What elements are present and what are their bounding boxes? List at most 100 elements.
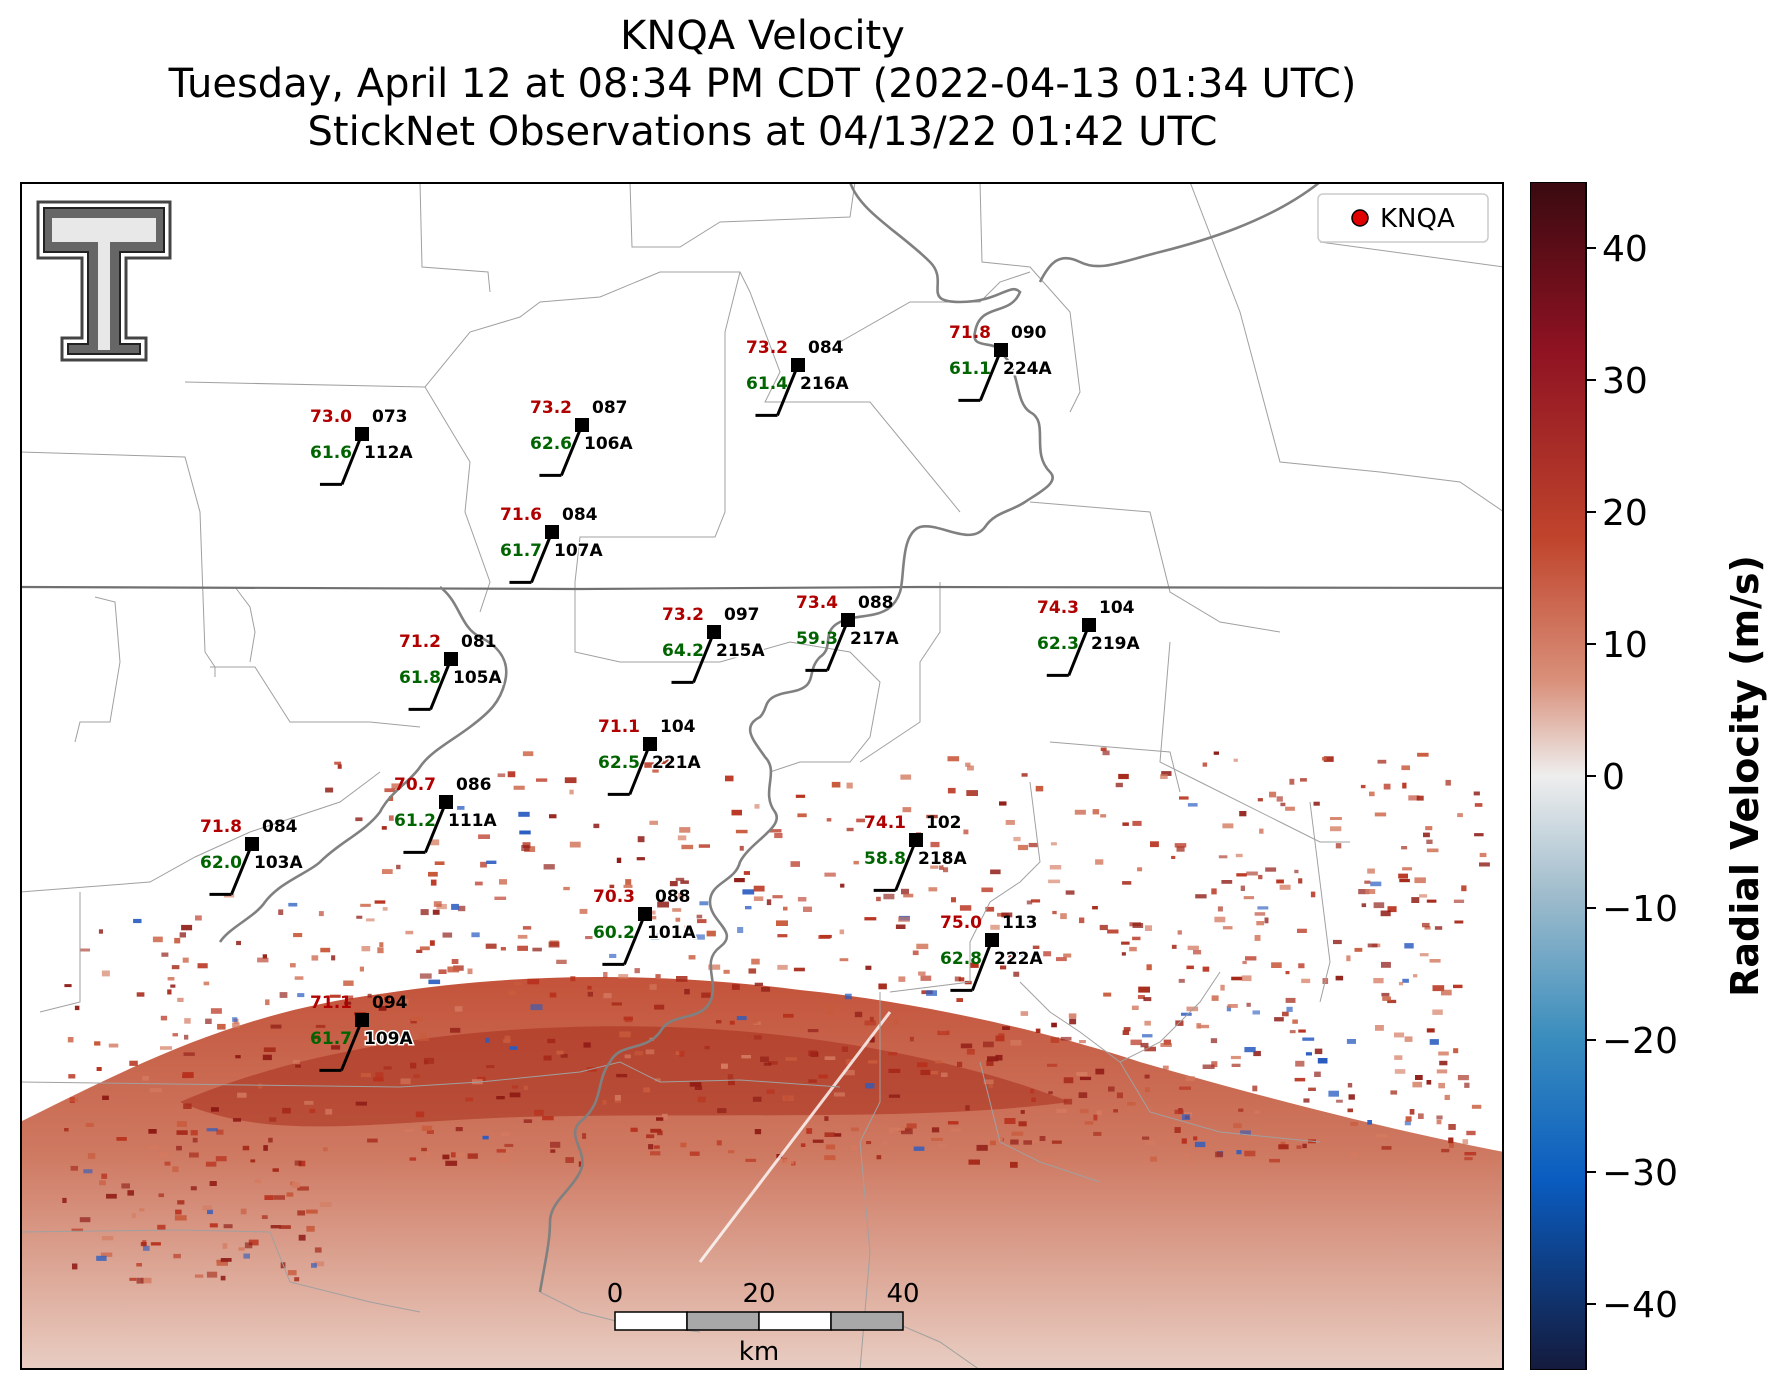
station-dewpoint: 62.8 [940, 949, 982, 969]
station-temp: 70.7 [394, 775, 436, 795]
station-wind-dir: 081 [461, 632, 497, 652]
legend-marker-icon [1351, 209, 1369, 227]
title-line-1: KNQA Velocity [620, 13, 905, 59]
title-line-2: Tuesday, April 12 at 08:34 PM CDT (2022-… [168, 61, 1357, 107]
station-id: 216A [800, 374, 849, 394]
wind-barb-icon [319, 433, 364, 486]
wind-barb-icon [607, 743, 652, 796]
scale-unit: km [739, 1337, 779, 1367]
state-lines [20, 585, 1504, 591]
station-dewpoint: 62.6 [530, 434, 572, 454]
station-temp: 71.8 [949, 323, 991, 343]
wind-barb-icon [950, 939, 994, 992]
station-dewpoint: 61.7 [310, 1029, 352, 1049]
station-215A[interactable]: 73.2 64.2 097 215A [662, 605, 767, 684]
colorbar-tick-label: 40 [1602, 229, 1648, 270]
wind-barb-icon [602, 913, 647, 966]
wind-barb-icon [958, 349, 1003, 402]
station-109A[interactable]: 71.1 61.7 094 109A [310, 993, 415, 1072]
station-wind-dir: 090 [1011, 323, 1047, 343]
radar-map[interactable]: KNQA 0 20 40 km 73.0 61.6 073 112A 73.2 62.6 0… [20, 182, 1504, 1370]
station-id: 215A [716, 641, 765, 661]
station-marker-icon [707, 625, 721, 639]
station-id: 105A [453, 668, 502, 688]
scale-tick-40: 40 [886, 1279, 919, 1309]
station-layer: 73.0 61.6 073 112A 73.2 62.6 087 106A 73.2 61.4 08… [200, 323, 1142, 1072]
wind-barb-icon [755, 364, 800, 417]
map-frame [20, 182, 1504, 1370]
station-wind-dir: 084 [562, 505, 598, 525]
colorbar-tick-label: 0 [1602, 757, 1625, 798]
station-id: 103A [254, 853, 303, 873]
station-dewpoint: 61.1 [949, 359, 991, 379]
station-temp: 75.0 [940, 913, 982, 933]
station-217A[interactable]: 73.4 59.3 088 217A [796, 593, 901, 672]
station-id: 106A [584, 434, 633, 454]
station-101A[interactable]: 70.3 60.2 088 101A [593, 887, 698, 966]
station-id: 109A [364, 1029, 413, 1049]
colorbar-label: Radial Velocity (m/s) [1723, 555, 1767, 997]
legend-label: KNQA [1380, 204, 1455, 234]
station-temp: 71.6 [500, 505, 542, 525]
station-219A[interactable]: 74.3 62.3 104 219A [1037, 598, 1142, 677]
station-218A[interactable]: 74.1 58.8 102 218A [864, 813, 969, 892]
colorbar-tick-label: 10 [1602, 625, 1648, 666]
station-112A[interactable]: 73.0 61.6 073 112A [310, 407, 415, 486]
station-marker-icon [909, 833, 923, 847]
station-marker-icon [439, 795, 453, 809]
station-106A[interactable]: 73.2 62.6 087 106A [530, 398, 635, 477]
station-224A[interactable]: 71.8 61.1 090 224A [949, 323, 1054, 402]
station-216A[interactable]: 73.2 61.4 084 216A [746, 338, 851, 417]
station-marker-icon [643, 737, 657, 751]
title-line-3: StickNet Observations at 04/13/22 01:42 … [307, 109, 1218, 155]
station-temp: 74.3 [1037, 598, 1079, 618]
wind-barb-icon [209, 843, 254, 896]
scale-tick-0: 0 [607, 1279, 624, 1309]
station-id: 107A [554, 541, 603, 561]
station-wind-dir: 097 [724, 605, 760, 625]
station-105A[interactable]: 71.2 61.8 081 105A [399, 632, 504, 711]
colorbar-tick-label: −30 [1602, 1153, 1678, 1194]
station-dewpoint: 59.3 [796, 629, 838, 649]
station-dewpoint: 60.2 [593, 923, 635, 943]
station-107A[interactable]: 71.6 61.7 084 107A [500, 505, 605, 584]
station-dewpoint: 61.4 [746, 374, 788, 394]
station-marker-icon [575, 418, 589, 432]
station-id: 218A [918, 849, 967, 869]
station-dewpoint: 61.7 [500, 541, 542, 561]
legend: KNQA [1317, 193, 1489, 243]
station-marker-icon [994, 343, 1008, 357]
station-dewpoint: 61.2 [394, 811, 436, 831]
texas-tech-logo [36, 200, 172, 362]
station-111A[interactable]: 70.7 61.2 086 111A [394, 775, 499, 854]
station-temp: 73.0 [310, 407, 352, 427]
colorbar-tick-label: 30 [1602, 361, 1648, 402]
station-id: 219A [1091, 634, 1140, 654]
wind-barb-icon [408, 658, 453, 711]
station-id: 217A [850, 629, 899, 649]
station-dewpoint: 61.8 [399, 668, 441, 688]
colorbar-tick-label: 20 [1602, 493, 1648, 534]
station-wind-dir: 113 [1002, 913, 1038, 933]
station-marker-icon [355, 1013, 369, 1027]
station-103A[interactable]: 71.8 62.0 084 103A [200, 817, 305, 896]
station-dewpoint: 62.0 [200, 853, 242, 873]
station-221A[interactable]: 71.1 62.5 104 221A [598, 717, 703, 796]
station-id: 111A [448, 811, 497, 831]
wind-barb-icon [1046, 624, 1091, 677]
station-temp: 71.2 [399, 632, 441, 652]
wind-barb-icon [671, 631, 716, 684]
velocity-speckles [62, 747, 1490, 1284]
station-marker-icon [355, 427, 369, 441]
station-dewpoint: 62.5 [598, 753, 640, 773]
rivers [218, 182, 1321, 1293]
station-marker-icon [841, 613, 855, 627]
colorbar: 40 30 20 10 0 −10 −20 −30 −40 Radial Velocity (m… [1530, 182, 1767, 1370]
station-dewpoint: 58.8 [864, 849, 906, 869]
station-wind-dir: 088 [858, 593, 894, 613]
station-222A[interactable]: 75.0 62.8 113 222A [940, 913, 1045, 992]
station-temp: 71.1 [310, 993, 352, 1013]
wind-barb-icon [873, 839, 918, 892]
station-marker-icon [638, 907, 652, 921]
radar-artifact-line [698, 1011, 892, 1263]
